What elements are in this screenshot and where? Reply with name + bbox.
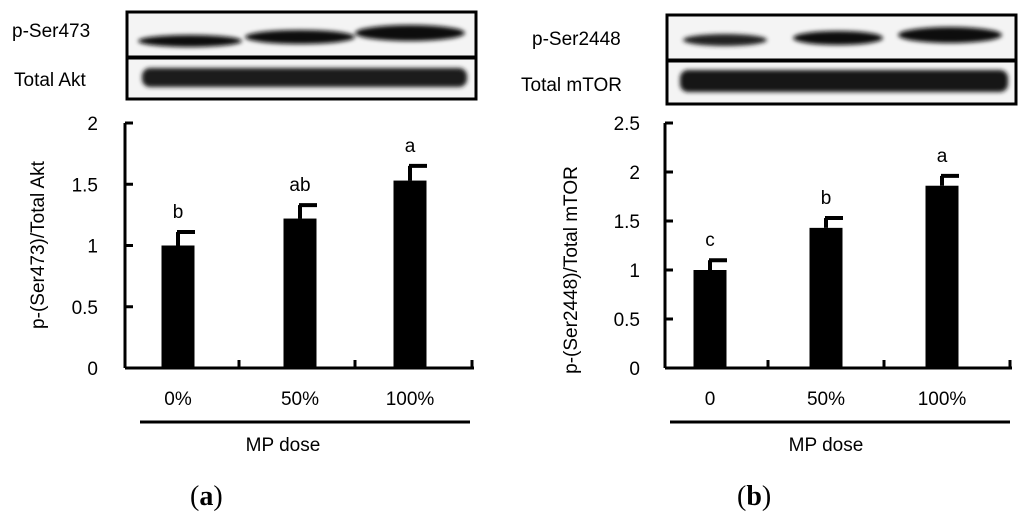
blot-bands-total-mtor xyxy=(680,70,1008,92)
x-tick-label: 100% xyxy=(386,389,435,410)
significance-label: b xyxy=(173,202,184,223)
x-tick-label: 0 xyxy=(705,389,716,410)
blot-label-total-mtor: Total mTOR xyxy=(521,75,622,96)
x-tick-label: 50% xyxy=(807,389,845,410)
y-tick-label: 1 xyxy=(87,237,98,258)
y-tick-label: 2 xyxy=(629,163,640,184)
chart-b: 0 0.5 1 1.5 2 2.5 c 0 b 50% a 100% p-(Ser2448)/Total… xyxy=(561,114,1012,456)
y-tick-label: 1.5 xyxy=(614,212,640,233)
bar xyxy=(283,218,317,368)
y-tick-label: 1 xyxy=(629,261,640,282)
caption-b: (b) xyxy=(737,481,771,512)
y-tick-label: 0.5 xyxy=(614,310,640,331)
significance-label: a xyxy=(405,136,416,157)
blot-label-total-akt: Total Akt xyxy=(14,70,87,91)
caption-a-letter: a xyxy=(199,481,213,512)
x-tick-label: 50% xyxy=(281,389,319,410)
chart-a: 0 0.5 1 1.5 2 b 0% ab 50% a 100% p-(Ser473)/Total A… xyxy=(28,114,474,456)
significance-label: b xyxy=(821,188,832,209)
y-tick-label: 1.5 xyxy=(72,175,98,196)
blot-label-p-ser2448: p-Ser2448 xyxy=(532,29,621,50)
blot-bands-total-akt xyxy=(142,68,467,87)
blot-bands-p-ser2448 xyxy=(683,27,1002,46)
blot-label-p-ser473: p-Ser473 xyxy=(12,21,90,42)
y-tick-label: 2 xyxy=(87,114,98,135)
x-axis-label: MP dose xyxy=(789,435,864,456)
bar xyxy=(393,180,427,368)
y-tick-label: 2.5 xyxy=(614,114,640,135)
y-tick-label: 0 xyxy=(629,359,640,380)
bar xyxy=(161,245,195,368)
y-tick-label: 0 xyxy=(87,359,98,380)
significance-label: a xyxy=(937,146,948,167)
y-tick-label: 0.5 xyxy=(72,298,98,319)
bar xyxy=(809,227,843,368)
caption-a: (a) xyxy=(190,481,223,512)
y-axis-label: p-(Ser2448)/Total mTOR xyxy=(561,166,582,374)
x-axis-label: MP dose xyxy=(246,435,321,456)
y-axis-label: p-(Ser473)/Total Akt xyxy=(28,160,49,329)
significance-label: ab xyxy=(289,175,310,196)
bar xyxy=(925,185,959,368)
panel-a-blots: p-Ser473 Total Akt xyxy=(12,10,478,101)
significance-label: c xyxy=(705,230,715,251)
caption-b-letter: b xyxy=(746,481,762,512)
blot-bands-p-ser473 xyxy=(138,25,465,47)
panel-b-blots: p-Ser2448 Total mTOR xyxy=(521,13,1018,106)
x-tick-label: 0% xyxy=(164,389,192,410)
bar xyxy=(693,270,727,368)
x-tick-label: 100% xyxy=(918,389,967,410)
